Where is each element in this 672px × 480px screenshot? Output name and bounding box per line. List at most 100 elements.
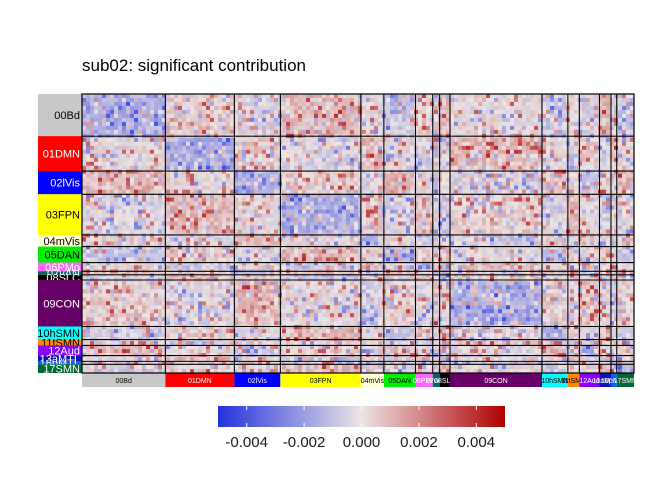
heatmap-cell — [254, 173, 259, 178]
heatmap-cell — [450, 161, 455, 166]
heatmap-cell — [494, 121, 499, 127]
heatmap-cell — [630, 213, 635, 218]
heatmap-cell — [206, 157, 211, 162]
heatmap-cell — [554, 129, 559, 135]
heatmap-cell — [294, 97, 299, 103]
heatmap-cell — [130, 125, 135, 131]
heatmap-cell — [282, 185, 287, 190]
heatmap-cell — [122, 225, 127, 230]
heatmap-cell — [418, 193, 423, 198]
heatmap-cell — [154, 197, 159, 202]
heatmap-cell — [178, 173, 183, 178]
heatmap-cell — [618, 121, 623, 127]
heatmap-cell — [494, 193, 499, 198]
heatmap-cell — [222, 193, 227, 198]
heatmap-cell — [430, 117, 435, 123]
heatmap-cell — [218, 193, 223, 198]
heatmap-cell — [350, 193, 355, 198]
heatmap-cell — [234, 157, 239, 162]
heatmap-cell — [534, 101, 539, 107]
heatmap-cell — [310, 221, 315, 226]
heatmap-cell — [258, 197, 263, 202]
heatmap-cell — [550, 141, 555, 147]
heatmap-cell — [258, 205, 263, 210]
heatmap-cell — [342, 117, 347, 123]
heatmap-cell — [398, 177, 403, 182]
heatmap-cell — [254, 221, 259, 226]
heatmap-cell — [430, 105, 435, 111]
heatmap-cell — [606, 169, 611, 174]
heatmap-cell — [142, 185, 147, 190]
heatmap-cell — [250, 129, 255, 135]
heatmap-cell — [606, 113, 611, 119]
heatmap-cell — [154, 201, 159, 206]
heatmap-cell — [442, 225, 447, 230]
heatmap-cell — [374, 121, 379, 127]
heatmap-cell — [502, 213, 507, 218]
heatmap-cell — [194, 129, 199, 135]
heatmap-cell — [478, 209, 483, 214]
heatmap-cell — [254, 181, 259, 186]
heatmap-cell — [374, 129, 379, 135]
heatmap-cell — [262, 229, 267, 234]
heatmap-cell — [158, 145, 163, 150]
heatmap-cell — [210, 221, 215, 226]
heatmap-cell — [454, 113, 459, 119]
heatmap-cell — [554, 205, 559, 210]
heatmap-cell — [450, 97, 455, 103]
heatmap-cell — [594, 94, 599, 99]
heatmap-cell — [342, 193, 347, 198]
heatmap-cell — [110, 201, 115, 206]
heatmap-cell — [198, 201, 203, 206]
heatmap-cell — [418, 101, 423, 107]
heatmap-cell — [594, 209, 599, 214]
heatmap-cell — [178, 109, 183, 115]
heatmap-cell — [398, 229, 403, 234]
heatmap-cell — [274, 97, 279, 103]
heatmap-cell — [262, 165, 267, 170]
heatmap-cell — [430, 141, 435, 147]
heatmap-cell — [138, 189, 143, 194]
heatmap-cell — [322, 141, 327, 147]
heatmap-cell — [350, 185, 355, 190]
heatmap-cell — [366, 105, 371, 111]
heatmap-cell — [178, 229, 183, 234]
heatmap-cell — [430, 177, 435, 182]
heatmap-cell — [402, 213, 407, 218]
heatmap-cell — [506, 105, 511, 111]
heatmap-cell — [146, 233, 151, 238]
heatmap-cell — [118, 141, 123, 147]
heatmap-cell — [318, 161, 323, 166]
heatmap-cell — [170, 213, 175, 218]
heatmap-cell — [326, 125, 331, 131]
heatmap-cell — [150, 129, 155, 135]
heatmap-cell — [134, 137, 139, 143]
heatmap-cell — [450, 137, 455, 143]
heatmap-cell — [426, 113, 431, 119]
heatmap-cell — [354, 149, 359, 154]
heatmap-cell — [186, 109, 191, 115]
heatmap-cell — [126, 137, 131, 143]
heatmap-cell — [574, 221, 579, 226]
heatmap-cell — [82, 153, 87, 158]
heatmap-cell — [562, 97, 567, 103]
heatmap-cell — [398, 141, 403, 147]
heatmap-cell — [186, 129, 191, 135]
heatmap-cell — [202, 125, 207, 131]
heatmap-cell — [150, 157, 155, 162]
heatmap-cell — [542, 121, 547, 127]
heatmap-cell — [186, 141, 191, 147]
heatmap-cell — [490, 161, 495, 166]
heatmap-cell — [394, 201, 399, 206]
heatmap-cell — [118, 229, 123, 234]
heatmap-cell — [306, 177, 311, 182]
heatmap-cell — [166, 205, 171, 210]
heatmap-cell — [130, 117, 135, 123]
heatmap-cell — [486, 109, 491, 115]
heatmap-cell — [586, 153, 591, 158]
heatmap-cell — [282, 113, 287, 119]
heatmap-cell — [222, 157, 227, 162]
heatmap-cell — [182, 109, 187, 115]
heatmap-cell — [630, 117, 635, 123]
heatmap-cell — [214, 141, 219, 147]
